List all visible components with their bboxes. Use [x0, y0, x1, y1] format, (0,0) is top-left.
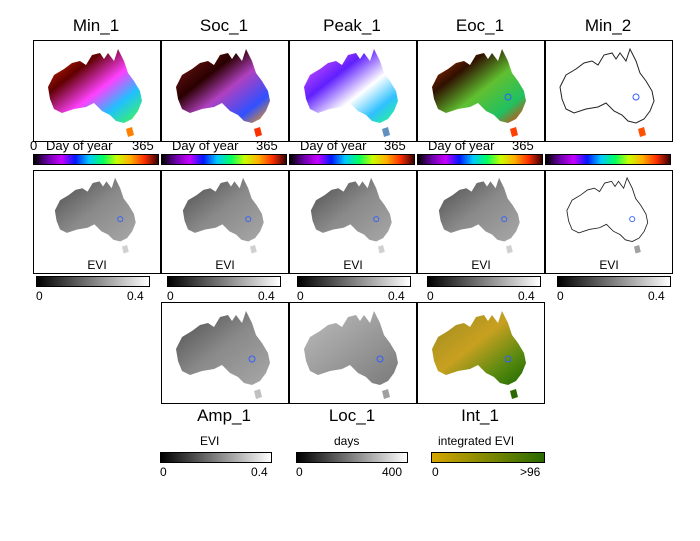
amp-legend-label: EVI [200, 434, 220, 448]
int-colorbar [431, 452, 545, 463]
doy-axis-label-4: Day of year [428, 138, 495, 153]
doy-colorbar-3 [289, 154, 415, 165]
doy-max-label-4: 365 [512, 138, 534, 153]
loc-colorbar [296, 452, 408, 463]
evi-label-3: EVI [343, 258, 363, 272]
map-evi-2: EVI [161, 170, 289, 274]
doy-colorbar-1 [33, 154, 159, 165]
evi-max-4: 0.4 [518, 289, 535, 303]
map-peak-1 [289, 40, 417, 142]
map-min-2 [545, 40, 673, 142]
evi-label-4: EVI [471, 258, 491, 272]
evi-max-2: 0.4 [258, 289, 275, 303]
map-amp-1 [161, 302, 289, 404]
amp-colorbar [160, 452, 272, 463]
doy-max-label-3: 365 [384, 138, 406, 153]
evi-colorbar-5 [557, 276, 671, 287]
map-soc-1 [161, 40, 289, 142]
doy-max-label: 365 [132, 138, 154, 153]
map-int-1 [417, 302, 545, 404]
doy-colorbar-5 [545, 154, 671, 165]
evi-min-1: 0 [36, 289, 43, 303]
doy-colorbar-4 [417, 154, 543, 165]
doy-min-label: 0 [30, 138, 38, 153]
map-loc-1 [289, 302, 417, 404]
map-min-1 [33, 40, 161, 142]
evi-colorbar-1 [36, 276, 150, 287]
evi-min-4: 0 [427, 289, 434, 303]
loc-max: 400 [382, 465, 403, 479]
doy-colorbar-2 [161, 154, 287, 165]
evi-max-3: 0.4 [388, 289, 405, 303]
panel-title-min-1: Min_1 [72, 16, 120, 35]
map-evi-1: EVI [33, 170, 161, 274]
doy-axis-label-3: Day of year [300, 138, 367, 153]
panel-title-peak-1: Peak_1 [323, 16, 381, 35]
evi-colorbar-3 [297, 276, 411, 287]
amp-min: 0 [160, 465, 167, 479]
evi-max-1: 0.4 [127, 289, 144, 303]
amp-max: 0.4 [251, 465, 268, 479]
evi-min-3: 0 [297, 289, 304, 303]
map-evi-5: EVI [545, 170, 673, 274]
doy-axis-label-2: Day of year [172, 138, 239, 153]
panel-title-amp-1: Amp_1 [197, 406, 251, 425]
loc-legend-label: days [334, 434, 360, 448]
evi-label-5: EVI [599, 258, 619, 272]
evi-label-2: EVI [215, 258, 235, 272]
map-evi-3: EVI [289, 170, 417, 274]
panel-title-loc-1: Loc_1 [328, 406, 376, 425]
int-min: 0 [432, 465, 439, 479]
evi-min-2: 0 [167, 289, 174, 303]
evi-colorbar-4 [427, 276, 541, 287]
evi-min-5: 0 [557, 289, 564, 303]
doy-max-label-2: 365 [256, 138, 278, 153]
int-max: >96 [520, 465, 541, 479]
panel-title-eoc-1: Eoc_1 [455, 16, 505, 35]
loc-min: 0 [296, 465, 303, 479]
map-evi-4: EVI [417, 170, 545, 274]
evi-label-1: EVI [87, 258, 107, 272]
evi-colorbar-2 [167, 276, 281, 287]
map-eoc-1 [417, 40, 545, 142]
evi-max-5: 0.4 [648, 289, 665, 303]
panel-title-int-1: Int_1 [461, 406, 499, 425]
panel-title-soc-1: Soc_1 [199, 16, 249, 35]
doy-axis-label: Day of year [46, 138, 113, 153]
panel-title-min-2: Min_2 [584, 16, 632, 35]
int-legend-label: integrated EVI [438, 434, 515, 448]
